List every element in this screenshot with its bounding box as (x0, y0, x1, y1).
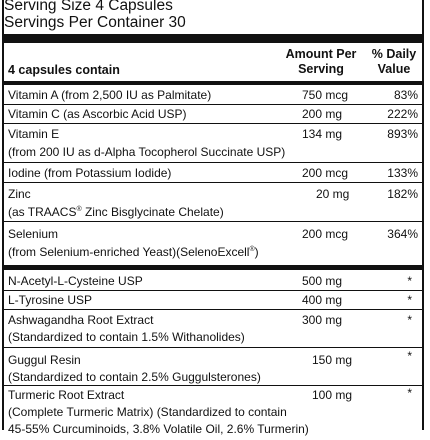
ingredient-dv: * (407, 274, 412, 288)
ingredient-dv: * (407, 293, 412, 307)
ingredient-standardization: (Complete Turmeric Matrix) (Standardized… (8, 405, 287, 419)
nutrient-name: Iodine (from Potassium Iodide) (8, 166, 172, 180)
nutrient-amount: 200 mcg (302, 227, 349, 241)
ingredient-row: L-Tyrosine USP 400 mg * (4, 291, 422, 309)
nutrient-amount: 750 mcg (302, 88, 349, 102)
ingredient-amount: 300 mg (302, 313, 343, 327)
servings-per-container: Servings Per Container 30 (4, 14, 186, 31)
header-rule (2, 81, 424, 85)
nutrient-dv: 182% (387, 187, 418, 201)
nutrient-name: Selenium (8, 227, 59, 241)
ingredient-name: Ashwagandha Root Extract (8, 313, 154, 327)
row-divider (2, 104, 424, 105)
ingredient-dv: * (407, 349, 412, 363)
header-dv-line1: % Daily (371, 47, 417, 61)
ingredient-row: N-Acetyl-L-Cysteine USP 500 mg * (4, 272, 422, 290)
row-divider (2, 123, 424, 124)
nutrient-row: Vitamin C (as Ascorbic Acid USP) 200 mg … (4, 105, 422, 123)
ingredient-name: Guggul Resin (8, 353, 81, 367)
nutrient-dv: 133% (387, 166, 418, 180)
nutrient-amount: 200 mcg (302, 166, 349, 180)
nutrient-dv: 83% (393, 88, 418, 102)
ingredient-name: Turmeric Root Extract (8, 388, 125, 402)
nutrient-row: Selenium (from Selenium-enriched Yeast)(… (4, 222, 422, 260)
right-border (422, 0, 424, 430)
nutrient-row: Zinc (as TRAACS® Zinc Bisglycinate Chela… (4, 183, 422, 221)
section-rule (2, 265, 424, 270)
nutrient-name: Vitamin C (as Ascorbic Acid USP) (8, 107, 187, 121)
row-divider (2, 309, 424, 310)
nutrient-amount: 20 mg (316, 187, 350, 201)
row-divider (2, 385, 424, 386)
ingredient-row: Guggul Resin (Standardized to contain 2.… (4, 348, 422, 385)
ingredient-amount: 500 mg (302, 274, 343, 288)
thick-rule-top (2, 34, 424, 43)
ingredient-standardization: (Standardized to contain 1.5% Withanolid… (8, 330, 245, 344)
header-dv-line2: Value (377, 62, 411, 76)
row-divider (2, 347, 424, 348)
ingredient-row: Ashwagandha Root Extract (Standardized t… (4, 310, 422, 347)
nutrient-source: (from 200 IU as d-Alpha Tocopherol Succi… (8, 145, 286, 159)
ingredient-amount: 100 mg (312, 388, 353, 402)
row-divider (2, 162, 424, 163)
ingredient-standardization-cont: 45-55% Curcuminoids, 3.8% Volatile Oil, … (8, 422, 309, 436)
ingredient-row: Turmeric Root Extract (Complete Turmeric… (4, 386, 422, 440)
nutrient-name: Zinc (8, 187, 31, 201)
ingredient-name: N-Acetyl-L-Cysteine USP (8, 274, 143, 288)
nutrient-row: Vitamin E (from 200 IU as d-Alpha Tocoph… (4, 124, 422, 162)
nutrient-source: (as TRAACS® Zinc Bisglycinate Chelate) (8, 205, 224, 219)
nutrient-row: Vitamin A (from 2,500 IU as Palmitate) 7… (4, 86, 422, 104)
row-divider (2, 290, 424, 291)
nutrient-amount: 200 mg (302, 107, 343, 121)
nutrient-source: (from Selenium-enriched Yeast)(SelenoExc… (8, 245, 259, 259)
nutrient-name: Vitamin E (8, 127, 60, 141)
nutrient-amount: 134 mg (302, 127, 343, 141)
nutrient-dv: 364% (387, 227, 418, 241)
row-divider (2, 221, 424, 222)
ingredient-amount: 150 mg (312, 353, 353, 367)
ingredient-dv: * (407, 313, 412, 327)
supplement-facts-panel: Serving Size 4 Capsules Servings Per Con… (2, 0, 424, 436)
header-amount-line1: Amount Per (285, 47, 357, 61)
nutrient-row: Iodine (from Potassium Iodide) 200 mcg 1… (4, 163, 422, 182)
nutrient-name: Vitamin A (from 2,500 IU as Palmitate) (8, 88, 212, 102)
header-amount-line2: Serving (298, 62, 344, 76)
left-border (2, 0, 4, 430)
ingredient-amount: 400 mg (302, 293, 343, 307)
ingredient-standardization: (Standardized to contain 2.5% Guggulster… (8, 370, 261, 384)
header-contain: 4 capsules contain (8, 63, 120, 77)
nutrient-dv: 893% (387, 127, 418, 141)
ingredient-name: L-Tyrosine USP (8, 293, 93, 307)
ingredient-dv: * (407, 386, 412, 400)
row-divider (2, 182, 424, 183)
nutrient-dv: 222% (387, 107, 418, 121)
serving-size: Serving Size 4 Capsules (4, 0, 173, 14)
